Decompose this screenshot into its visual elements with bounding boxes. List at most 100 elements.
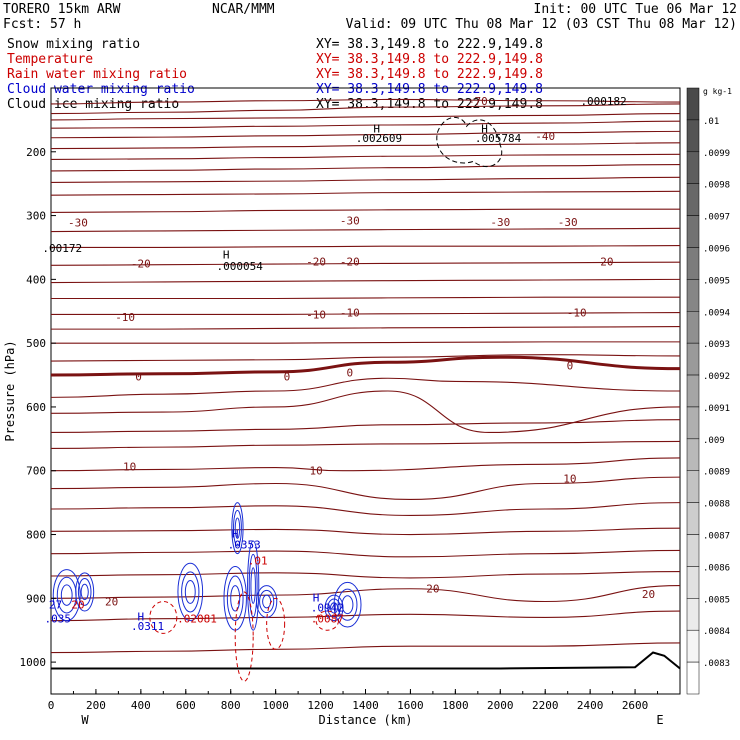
x-tick-label: 600 (176, 699, 196, 712)
contour-labels: -70 -40 -30 -30 -30 -30 -20 -20 -20 -20 -10 -10 -10 -… (42, 95, 655, 633)
extremum-label: .000182 (580, 95, 626, 108)
x-tick-label: 200 (86, 699, 106, 712)
isotherm-32 (50, 610, 681, 622)
cloud-water-contour (333, 581, 362, 628)
extremum-label: .035 (44, 613, 71, 626)
cloud-water-contour (226, 575, 244, 622)
isotherm-label: -10 (306, 308, 326, 321)
colorbar-swatch (686, 279, 700, 312)
extremum-label: H (232, 528, 239, 541)
y-tick-label: 800 (26, 529, 46, 542)
cloud-water-contour (262, 594, 272, 609)
isotherm-label: 20 (642, 588, 655, 601)
x-tick-label: 1600 (397, 699, 424, 712)
x-end-label-left: W (81, 713, 89, 727)
rain-water-contour (149, 601, 178, 634)
isotherm-label: 10 (563, 472, 576, 485)
axes: 0 200 400 600 800 1000 1200 1400 1600 1800 2000 220… (3, 146, 681, 727)
x-tick-label: 2600 (622, 699, 649, 712)
isotherm-26 (50, 476, 681, 500)
colorbar-swatch (686, 629, 700, 663)
rain-water-contour (315, 610, 340, 631)
colorbar: .01 .0099 .0098 .0097 .0096 .0095 .0094 .0093 .0… (686, 87, 732, 695)
isotherm-20 (50, 355, 681, 377)
colorbar-swatch (686, 566, 700, 599)
colorbar-label: .01 (703, 117, 719, 127)
isotherm-6 (50, 153, 681, 160)
extremum-label: .00172 (42, 242, 82, 255)
y-tick-label: 700 (26, 465, 46, 478)
terrain (51, 651, 681, 670)
colorbar-swatch (686, 247, 700, 280)
isotherm-10 (50, 208, 680, 213)
cloud-water-contour (60, 584, 73, 606)
cloud-water-contour (75, 572, 95, 612)
cloud-water-contour (341, 595, 354, 615)
x-tick-label: 2200 (532, 699, 559, 712)
isotherm-4 (50, 130, 681, 139)
cloud-water-contour (329, 602, 339, 614)
isotherm-17 (51, 326, 681, 330)
field-xy-3: XY= 38.3,149.8 to 222.9,149.8 (316, 82, 543, 97)
extremum-label: .005784 (475, 132, 522, 145)
cloud-water-contour (324, 594, 344, 622)
x-tick-label: 1000 (262, 699, 289, 712)
rain-water-contour (266, 597, 286, 650)
y-tick-label: 200 (26, 146, 46, 159)
isotherm-30 (50, 570, 681, 579)
cloud-water-contour (233, 509, 242, 547)
isotherm-24 (50, 440, 681, 449)
fcst-label: Fcst: (3, 17, 42, 32)
isotherm-label: 0 (284, 370, 291, 383)
colorbar-swatch (686, 502, 700, 535)
extremum-label: .0311 (131, 620, 164, 633)
colorbar-label: .0099 (703, 149, 730, 159)
x-tick-label: 1800 (442, 699, 469, 712)
init-time: Init: 00 UTC Tue 06 Mar 12 (534, 2, 738, 17)
colorbar-swatch (686, 342, 700, 376)
field-name-0: Snow mixing ratio (7, 37, 140, 52)
extremum-label: 20 (71, 599, 84, 612)
colorbar-label: .0087 (703, 532, 730, 542)
colorbar-label: .0092 (703, 372, 730, 382)
isotherm-7 (50, 163, 681, 172)
isotherm-label: -20 (594, 256, 614, 269)
isotherm-5 (50, 142, 681, 150)
extremum-label: H (138, 611, 145, 624)
extremum-label: .0353 (228, 539, 261, 552)
isotherm-label: -30 (490, 216, 510, 229)
isotherm-14 (50, 278, 681, 284)
isotherm-label: -10 (340, 307, 360, 320)
isotherm-19 (50, 354, 681, 362)
field-xy-2: XY= 38.3,149.8 to 222.9,149.8 (316, 67, 543, 82)
y-tick-label: 1000 (20, 656, 47, 669)
extremum-label: .0087 (311, 613, 344, 626)
x-axis-title: Distance (km) (319, 713, 413, 727)
field-name-2: Rain water mixing ratio (7, 67, 187, 82)
cloud-water-contour (327, 598, 341, 618)
rain-water-contour (234, 591, 254, 682)
colorbar-swatch (686, 661, 700, 695)
field-xy-0: XY= 38.3,149.8 to 222.9,149.8 (316, 37, 543, 52)
extremum-label: .02081 (177, 613, 217, 626)
colorbar-label: .0084 (703, 627, 730, 637)
colorbar-label: .0096 (703, 244, 730, 254)
isotherm-18 (50, 341, 680, 344)
cloud-water-contour (250, 567, 256, 604)
isotherm-label: -20 (131, 257, 151, 270)
isotherm-9 (50, 190, 681, 196)
cloud-water-contour (230, 585, 241, 612)
colorbar-label: .009 (703, 436, 725, 446)
isotherm-2 (50, 112, 681, 121)
isotherm-0 (50, 98, 681, 105)
colorbar-label: .0098 (703, 181, 730, 191)
field-name-3: Cloud water mixing ratio (7, 82, 195, 97)
isotherm-label: -10 (115, 311, 135, 324)
colorbar-label: .0083 (703, 659, 730, 669)
y-tick-label: 300 (26, 210, 46, 223)
colorbar-label: .0093 (703, 340, 730, 350)
header: TORERO 15km ARW NCAR/MMM Init: 00 UTC Tu… (3, 2, 737, 32)
isotherm-28 (50, 527, 681, 536)
colorbar-unit: g kg-1 (703, 87, 732, 96)
model-title: TORERO 15km ARW (3, 2, 121, 17)
